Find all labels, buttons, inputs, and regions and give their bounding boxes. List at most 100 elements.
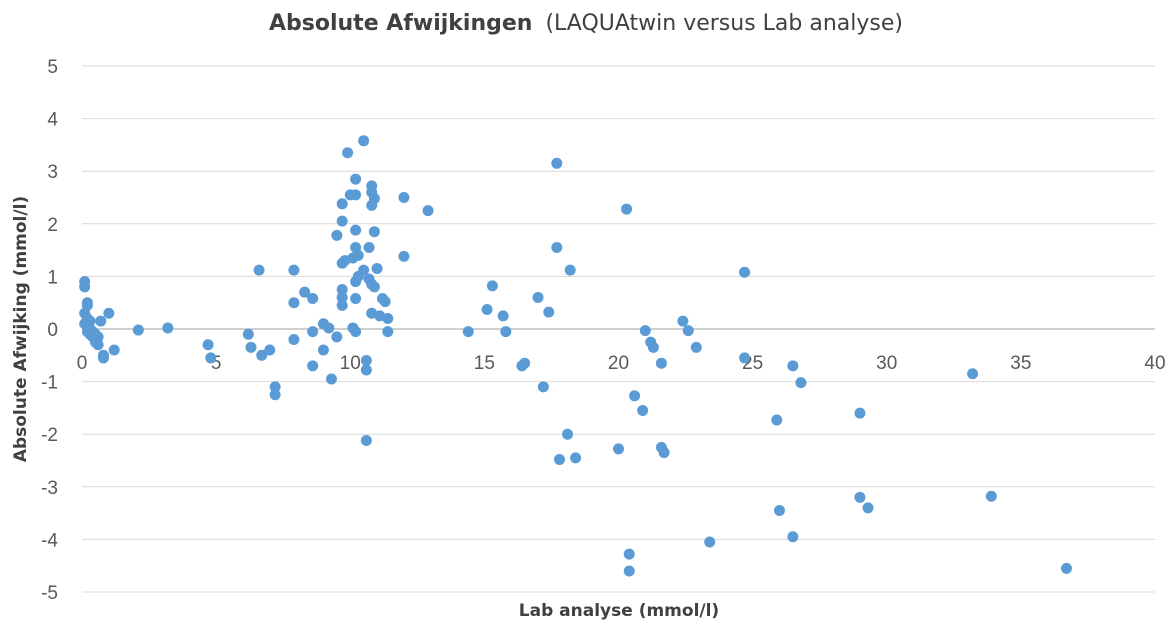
y-tick-label: -5 [41,583,58,604]
y-tick-label: -3 [41,478,58,499]
data-point [162,322,174,334]
data-point [682,325,694,337]
data-point [368,193,380,205]
data-point [787,360,799,372]
x-tick-label: 10 [340,353,361,374]
data-point [323,322,335,334]
data-point [352,249,364,261]
data-point [350,173,362,185]
data-point [532,291,544,303]
data-point [854,407,866,419]
data-point [245,341,257,353]
gridlines [82,65,1155,593]
data-point [288,334,300,346]
data-point [342,147,354,159]
data-point [379,296,391,308]
data-point [368,281,380,293]
data-point [202,339,214,351]
data-point [358,135,370,147]
data-point [336,291,348,303]
data-point [92,339,104,351]
data-point [336,299,348,311]
data-point [637,405,649,417]
x-tick-label: 40 [1144,353,1165,374]
data-point [862,502,874,514]
data-point [350,189,362,201]
y-tick-label: 1 [47,267,58,288]
data-point [299,286,311,298]
data-point [704,536,716,548]
data-point [967,368,979,380]
y-tick-label: -4 [41,530,58,551]
data-point [553,453,565,465]
data-point [621,203,633,215]
data-point [350,292,362,304]
y-tick-label: 2 [47,215,58,236]
data-point [382,326,394,338]
data-point [500,326,512,338]
x-tick-label: 35 [1010,353,1031,374]
chart-title-main: Absolute Afwijkingen [269,11,532,36]
data-point [331,229,343,241]
y-tick-label: -1 [41,373,58,394]
data-point [336,215,348,227]
data-point [358,264,370,276]
data-point [497,310,509,322]
data-point [398,192,410,203]
data-point [690,341,702,353]
data-point [739,352,751,364]
data-point [1060,562,1072,574]
data-point [205,352,217,364]
data-point [655,357,667,369]
data-point [264,344,276,356]
data-point [562,428,574,440]
data-point [325,373,337,385]
data-point [985,490,997,502]
data-point [317,344,329,356]
data-point [288,264,300,276]
data-point [537,381,549,393]
data-point [543,306,555,318]
data-point [336,198,348,210]
data-point [108,344,120,356]
data-point [331,331,343,343]
data-point [739,266,751,278]
data-point [242,328,254,340]
data-point [677,315,689,327]
data-point [771,414,783,426]
data-point [398,250,410,262]
data-point [564,264,576,276]
data-point [103,307,115,319]
data-point [350,326,362,338]
data-point [486,280,498,292]
data-point [132,324,144,336]
data-point [368,226,380,238]
data-point [422,205,434,217]
y-tick-label: 5 [47,57,58,78]
x-tick-label: 5 [211,353,222,374]
data-point [269,381,281,393]
data-point [95,315,107,327]
data-point [647,341,659,353]
data-point [658,447,670,459]
data-point [307,292,319,304]
data-point [97,352,109,364]
data-point [256,349,268,361]
data-point [307,360,319,372]
data-point [382,312,394,324]
data-point [787,531,799,543]
y-tick-label: 3 [47,162,58,183]
y-tick-label: 4 [47,110,58,131]
data-point [629,390,641,402]
data-point [519,357,531,369]
data-point [623,548,635,560]
data-points [79,135,1072,577]
data-point [623,565,635,577]
data-point [551,157,563,169]
x-tick-label: 0 [77,353,88,374]
y-axis-title: Absolute Afwijking (mmol/l) [11,196,31,462]
x-tick-label: 30 [876,353,897,374]
data-point [79,281,91,293]
y-tick-label: -2 [41,425,58,446]
